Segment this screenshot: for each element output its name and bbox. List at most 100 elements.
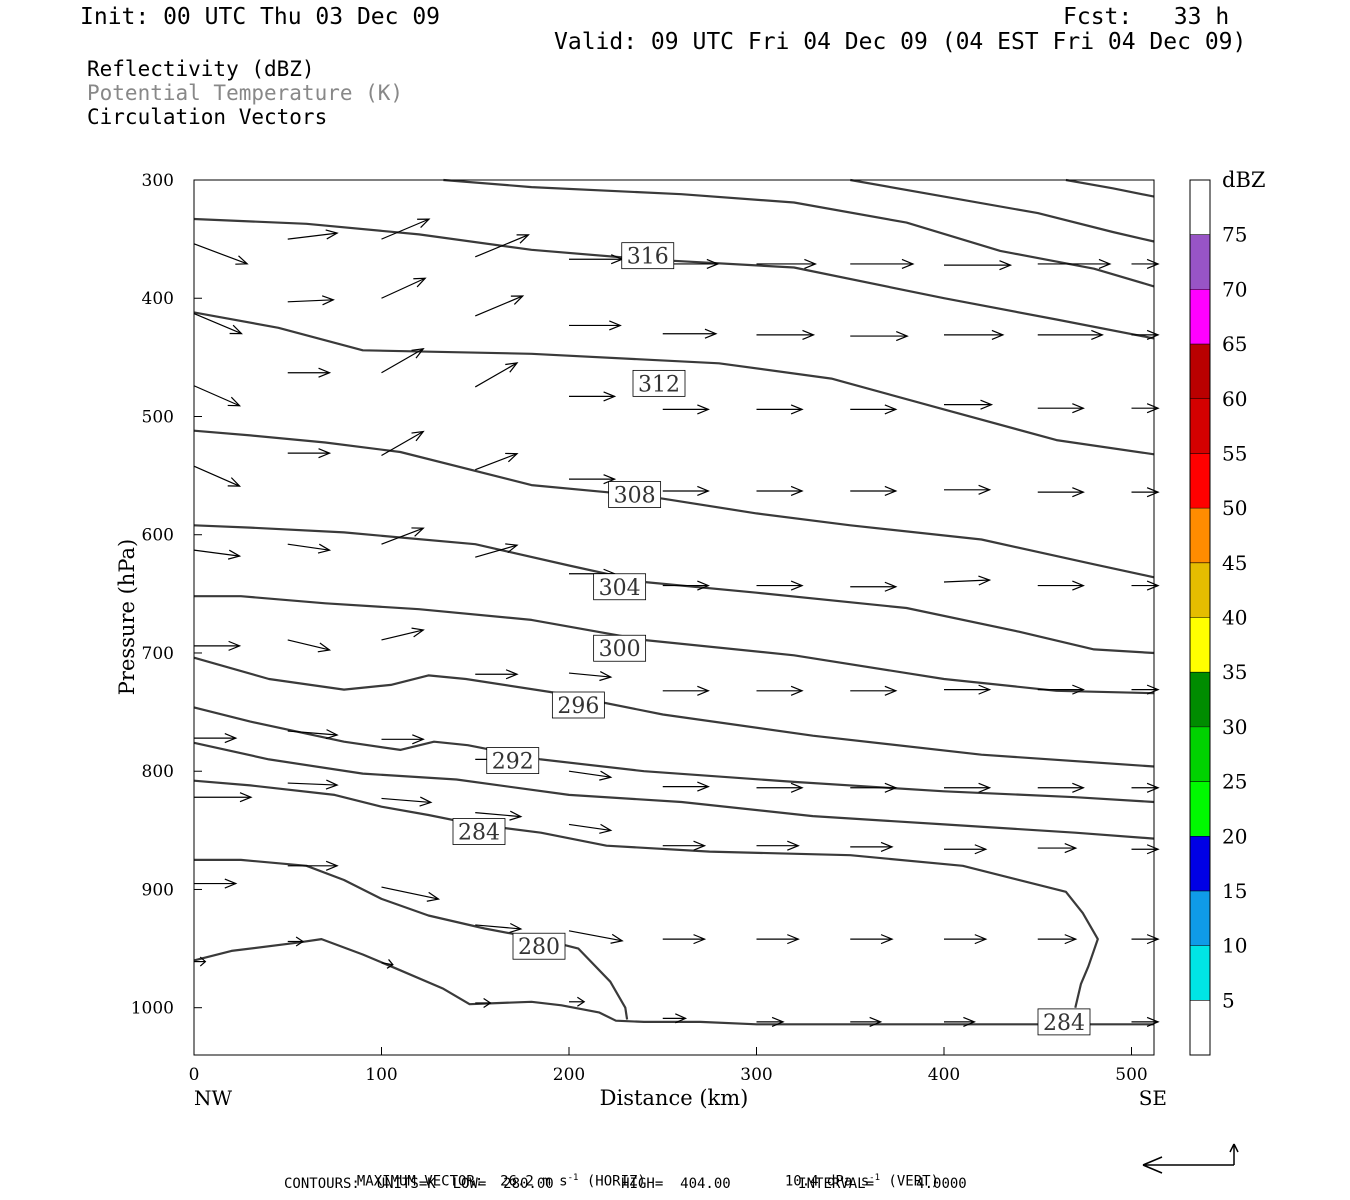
circulation-vector-head: [978, 575, 992, 586]
circulation-vector-head: [325, 860, 339, 871]
circulation-vector-head: [1146, 782, 1160, 793]
theta-contour-line: [194, 858, 629, 1020]
vert-exponent: -1: [869, 1173, 880, 1183]
y-tick-label: 400: [142, 289, 174, 309]
x-tick-label: 500: [1115, 1065, 1147, 1085]
forecast-hour-label: Fcst: 33 h: [1063, 4, 1230, 30]
circulation-vector-head: [412, 734, 425, 745]
theta-contour-line: [443, 178, 1155, 288]
circulation-vector-shaft: [475, 812, 521, 818]
x-tick-label: 200: [553, 1065, 585, 1085]
circulation-vector-head: [505, 543, 519, 554]
circulation-vector-shaft: [287, 543, 330, 551]
colorbar-swatch: [1190, 562, 1210, 618]
colorbar-level-label: 55: [1222, 441, 1247, 465]
colorbar-level-label: 25: [1222, 770, 1247, 794]
contour-label-box: [608, 481, 662, 508]
circulation-vector-head: [1146, 258, 1160, 270]
circulation-vector-head: [318, 448, 332, 459]
y-tick-label: 1000: [131, 999, 174, 1019]
circulation-vector-head: [603, 474, 617, 485]
circulation-vector-head: [804, 258, 817, 270]
circulation-vector-head: [1146, 487, 1160, 498]
circulation-vector-head: [974, 844, 988, 855]
theta-contour-line: [193, 656, 1155, 768]
circulation-vector-head: [483, 997, 492, 1008]
circulation-vector-head: [411, 430, 425, 442]
circulation-vector-shaft: [287, 730, 338, 736]
circulation-vector-head: [980, 399, 994, 410]
circulation-vector-head: [802, 329, 816, 340]
circulation-vector-head: [978, 684, 992, 695]
circulation-vector-head: [869, 1016, 883, 1027]
circulation-vector-head: [411, 627, 425, 638]
circulation-vector-head: [505, 362, 519, 373]
circulation-vector-shaft: [193, 549, 240, 557]
circulation-vector-head: [239, 792, 253, 803]
circulation-vector-head: [321, 295, 335, 306]
theta-contour-line: [1065, 178, 1155, 198]
colorbar-swatch: [1190, 344, 1210, 399]
circulation-vector-head: [896, 331, 909, 342]
circulation-vector-head: [1072, 782, 1085, 793]
contour-label: 284: [458, 821, 500, 846]
contour-label: 316: [627, 245, 669, 270]
x-end-label-left: NW: [194, 1086, 233, 1110]
colorbar-swatch: [1190, 890, 1210, 946]
y-axis-label: Pressure (hPa): [115, 539, 139, 695]
circulation-vector-head: [317, 642, 332, 653]
circulation-vector-shaft: [381, 277, 426, 299]
colorbar-level-label: 40: [1222, 606, 1247, 630]
contour-label: 280: [518, 935, 560, 960]
contour-label: 296: [557, 694, 599, 719]
circulation-vector-shaft: [381, 797, 431, 804]
circulation-vectors: [193, 218, 1160, 1027]
contour-label: 300: [599, 637, 641, 662]
circulation-vector-head: [697, 580, 710, 591]
circulation-vector-head: [227, 549, 242, 560]
circulation-vector-head: [1146, 844, 1160, 855]
circulation-vector-head: [974, 934, 988, 945]
contour-label: 284: [1043, 1011, 1085, 1036]
circulation-vector-shaft: [475, 234, 529, 258]
colorbar-swatch: [1190, 398, 1210, 454]
circulation-vector-head: [505, 452, 519, 463]
circulation-vector-shaft: [943, 579, 990, 583]
circulation-vector-head: [1146, 934, 1160, 945]
x-tick-label: 400: [928, 1065, 960, 1085]
circulation-vector-head: [978, 484, 992, 495]
circulation-vector-head: [224, 878, 238, 889]
theta-contour-line: [193, 217, 1155, 340]
circulation-vector-head: [386, 959, 394, 969]
circulation-vector-head: [1146, 403, 1160, 414]
circulation-vector-head: [419, 796, 433, 807]
colorbar-level-label: 15: [1222, 879, 1247, 903]
circulation-vector-head: [1072, 403, 1085, 414]
circulation-vector-head: [1146, 580, 1160, 591]
circulation-vector-head: [790, 485, 804, 497]
circulation-vector-head: [693, 934, 707, 945]
colorbar-level-label: 75: [1222, 223, 1247, 247]
contour-label: 304: [599, 576, 641, 601]
colorbar-level-label: 20: [1222, 824, 1247, 848]
theta-contour-line: [850, 178, 1155, 243]
circulation-vector-shaft: [381, 629, 424, 641]
circulation-vector-shaft: [568, 823, 611, 832]
circulation-vector-shaft: [287, 782, 338, 786]
circulation-vector-head: [295, 936, 305, 947]
contour-label-box: [452, 818, 506, 845]
colorbar-swatch: [1190, 781, 1210, 837]
circulation-vector-head: [599, 823, 613, 834]
circulation-vector-shaft: [381, 218, 430, 240]
circulation-vector-head: [675, 1013, 688, 1024]
circulation-vector-head: [884, 485, 898, 497]
circulation-vector-head: [1064, 934, 1078, 945]
circulation-vector-head: [599, 770, 613, 781]
contour-label-box: [551, 691, 605, 719]
colorbar-level-label: 30: [1222, 715, 1247, 739]
max-vector-horiz: MAXIMUM VECTOR: 26.2 m s: [356, 1173, 568, 1190]
colorbar-level-label: 5: [1222, 988, 1235, 1012]
circulation-vector-head: [697, 685, 710, 696]
colorbar-swatch: [1190, 726, 1210, 782]
contour-label-box: [632, 369, 686, 397]
